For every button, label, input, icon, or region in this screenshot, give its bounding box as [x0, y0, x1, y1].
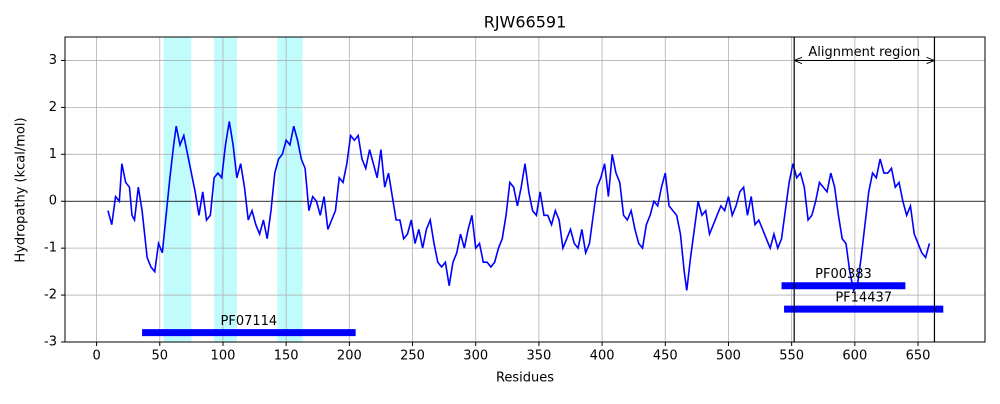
y-tick-label: -2	[44, 288, 57, 303]
y-tick-label: 1	[49, 147, 57, 162]
x-tick-label: 250	[400, 349, 425, 364]
y-tick-label: -3	[44, 335, 57, 350]
x-axis-label: Residues	[496, 371, 554, 386]
shaded-region	[277, 37, 303, 342]
domain-label: PF14437	[835, 291, 892, 306]
x-tick-label: 200	[337, 349, 362, 364]
y-axis-label: Hydropathy (kcal/mol)	[14, 117, 29, 262]
x-tick-label: 450	[653, 349, 678, 364]
x-tick-label: 400	[590, 349, 615, 364]
x-tick-label: 300	[463, 349, 488, 364]
x-tick-label: 650	[906, 349, 931, 364]
hydropathy-line	[107, 121, 931, 293]
x-tick-label: 550	[779, 349, 804, 364]
x-tick-label: 600	[842, 349, 867, 364]
shaded-region	[163, 37, 192, 342]
domain-label: PF00383	[815, 267, 872, 282]
chart-title: RJW66591	[484, 13, 567, 32]
y-tick-label: 3	[49, 53, 57, 68]
alignment-label: Alignment region	[808, 45, 920, 60]
y-tick-label: -1	[44, 241, 57, 256]
x-tick-label: 50	[152, 349, 169, 364]
x-tick-label: 150	[274, 349, 299, 364]
y-tick-label: 2	[49, 100, 57, 115]
x-tick-label: 0	[92, 349, 100, 364]
x-tick-label: 500	[716, 349, 741, 364]
x-tick-label: 100	[211, 349, 236, 364]
plot-frame	[64, 36, 986, 343]
domain-label: PF07114	[221, 314, 278, 329]
shaded-region	[214, 37, 237, 342]
x-tick-label: 350	[526, 349, 551, 364]
y-tick-label: 0	[49, 194, 57, 209]
